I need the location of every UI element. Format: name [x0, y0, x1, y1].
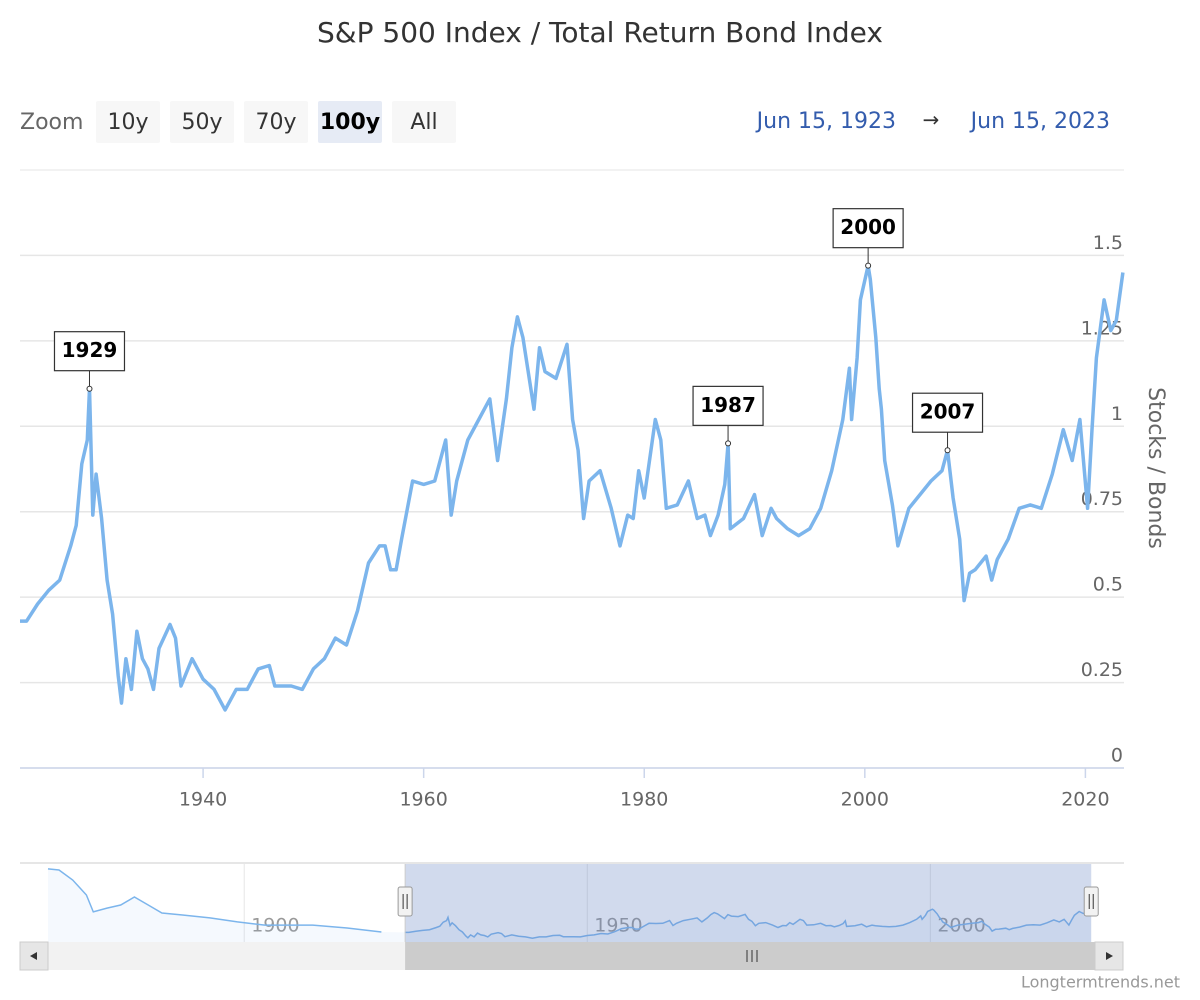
scrollbar-thumb[interactable]	[405, 942, 1096, 970]
scrollbar-arrow	[30, 952, 37, 960]
navigator-area	[48, 868, 1091, 942]
navigator-series	[404, 908, 1092, 939]
zoom-label: Zoom	[20, 110, 83, 135]
navigator-tick-label: 2000	[937, 915, 985, 937]
y-tick-label: 1	[1111, 403, 1123, 425]
x-tick-label: 2000	[841, 789, 889, 811]
zoom-button[interactable]	[244, 101, 308, 143]
zoom-button[interactable]	[96, 101, 160, 143]
annotation-point	[944, 447, 951, 454]
y-tick-label: 1.5	[1093, 232, 1123, 254]
annotation-label: 1987	[700, 393, 756, 417]
zoom-button[interactable]	[318, 101, 382, 143]
zoom-button-label[interactable]: 100y	[320, 110, 380, 135]
x-tick-label: 1940	[179, 789, 227, 811]
annotation-box	[911, 392, 984, 433]
line-series	[20, 263, 1125, 712]
navigator-handle[interactable]	[397, 886, 413, 917]
credits[interactable]: Longtermtrends.net	[1021, 973, 1180, 992]
y-tick-label: 0.75	[1081, 488, 1123, 510]
annotation-point	[86, 385, 93, 392]
zoom-button-label[interactable]: 10y	[107, 110, 148, 135]
range-input[interactable]: Jun 15, 1923	[755, 109, 896, 134]
annotation-label: 2007	[920, 400, 976, 424]
chart-title: S&P 500 Index / Total Return Bond Index	[317, 16, 883, 49]
annotation-label: 2000	[840, 215, 896, 239]
annotation-point	[725, 440, 732, 447]
zoom-button-label[interactable]: All	[410, 110, 437, 135]
x-tick-label: 1960	[399, 789, 447, 811]
navigator-mask	[405, 864, 1092, 942]
navigator-tick-label: 1950	[594, 915, 642, 937]
annotation-box	[832, 208, 904, 249]
y-axis-title: Stocks / Bonds	[1143, 387, 1168, 549]
annotation-box	[53, 331, 126, 372]
zoom-button[interactable]	[170, 101, 234, 143]
annotation-label: 1929	[62, 338, 118, 362]
zoom-button-label[interactable]: 50y	[181, 110, 222, 135]
scrollbar-grip	[746, 950, 758, 962]
navigator-handle[interactable]	[1083, 886, 1099, 917]
x-tick-label: 1980	[620, 789, 668, 811]
range-input[interactable]: Jun 15, 2023	[969, 109, 1110, 134]
annotation-box	[692, 385, 764, 426]
x-tick-label: 2020	[1061, 789, 1109, 811]
range-separator: →	[923, 108, 940, 132]
zoom-button-label[interactable]: 70y	[255, 110, 296, 135]
y-tick-label: 0.5	[1093, 574, 1123, 596]
annotation-point	[865, 262, 872, 269]
navigator-series	[47, 868, 382, 933]
y-tick-label: 0	[1111, 745, 1123, 767]
zoom-button[interactable]	[392, 101, 456, 143]
y-tick-label: 0.25	[1081, 659, 1123, 681]
scrollbar-arrow	[1106, 952, 1113, 960]
